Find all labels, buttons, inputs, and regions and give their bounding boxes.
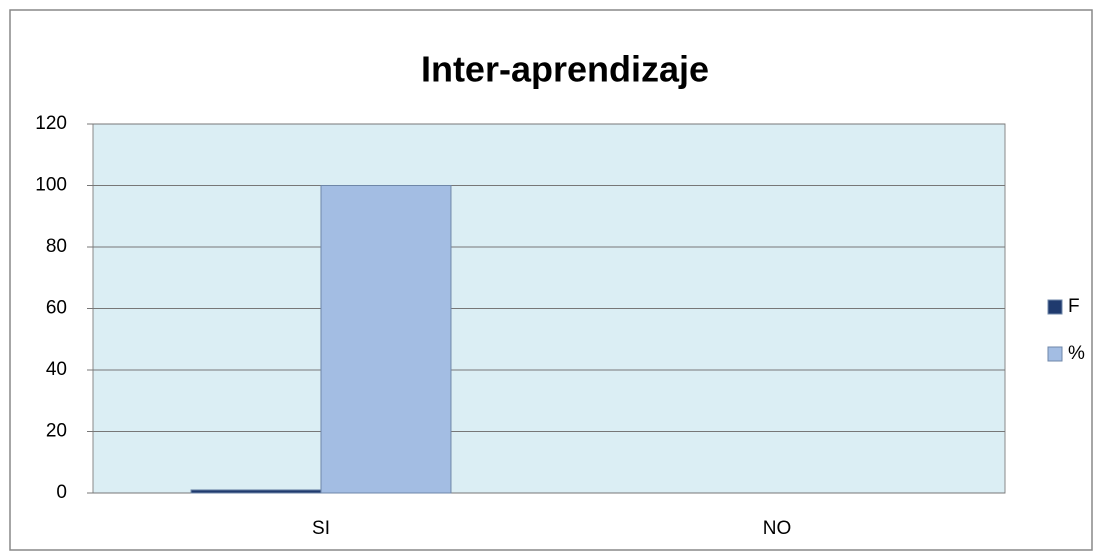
y-tick-label: 0 [56, 482, 67, 503]
legend-label: F [1068, 296, 1080, 317]
y-tick-label: 20 [46, 421, 67, 442]
legend-swatch [1047, 299, 1063, 315]
x-tick-label: NO [763, 518, 792, 539]
x-tick-label: SI [312, 518, 330, 539]
y-tick-label: 120 [35, 113, 67, 134]
y-tick-label: 40 [46, 359, 67, 380]
legend-label: % [1068, 343, 1085, 364]
chart-title: Inter-aprendizaje [421, 49, 709, 90]
legend-swatch [1047, 346, 1063, 362]
bar [320, 185, 452, 494]
y-tick-label: 60 [46, 298, 67, 319]
y-tick-label: 80 [46, 236, 67, 257]
y-tick-label: 100 [35, 175, 67, 196]
bar [190, 489, 322, 494]
